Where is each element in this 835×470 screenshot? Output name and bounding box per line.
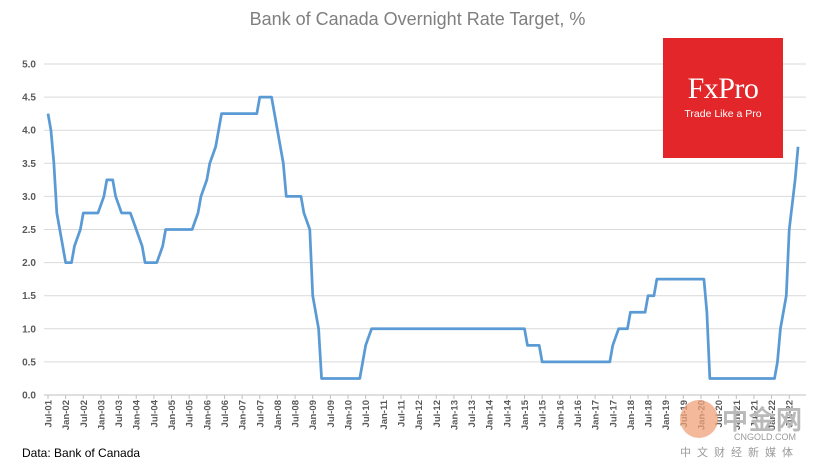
y-tick-label: 3.0 bbox=[22, 192, 36, 203]
x-tick-label: Jul-06 bbox=[220, 400, 231, 427]
watermark-chinese: 中金网 bbox=[722, 406, 804, 436]
x-tick-label: Jul-14 bbox=[502, 399, 513, 427]
rate-series-line bbox=[46, 95, 800, 380]
x-tick-label: Jul-03 bbox=[114, 400, 125, 427]
x-tick-label: Jan-10 bbox=[344, 400, 355, 430]
x-tick-label: Jul-11 bbox=[396, 399, 407, 427]
x-tick-label: Jan-03 bbox=[96, 400, 107, 430]
x-tick-label: Jan-08 bbox=[273, 400, 284, 430]
x-tick-label: Jul-10 bbox=[361, 400, 372, 427]
x-tick-label: Jan-19 bbox=[661, 400, 672, 430]
x-tick-label: Jan-04 bbox=[132, 399, 143, 430]
x-tick-label: Jan-13 bbox=[449, 400, 460, 430]
cngold-watermark: 中金网 CNGOLD.COM 中文财经新媒体 bbox=[672, 398, 832, 468]
x-tick-label: Jul-21 bbox=[749, 399, 760, 427]
watermark-logo-icon bbox=[680, 400, 718, 438]
x-tick-label: Jul-22 bbox=[785, 400, 796, 427]
x-tick-label: Jan-22 bbox=[767, 400, 778, 430]
x-tick-label: Jul-01 bbox=[44, 399, 55, 427]
chart-title: Bank of Canada Overnight Rate Target, % bbox=[249, 9, 586, 29]
y-tick-label: 3.5 bbox=[22, 159, 36, 170]
x-tick-label: Jan-15 bbox=[520, 399, 531, 430]
y-tick-label: 2.0 bbox=[22, 258, 36, 269]
x-tick-label: Jan-21 bbox=[732, 399, 743, 430]
fxpro-logo-tagline: Trade Like a Pro bbox=[684, 108, 762, 120]
x-tick-label: Jul-07 bbox=[255, 400, 266, 427]
x-tick-label: Jan-11 bbox=[379, 399, 390, 429]
x-tick-label: Jul-08 bbox=[291, 400, 302, 427]
x-tick-label: Jul-16 bbox=[573, 400, 584, 427]
x-tick-label: Jul-13 bbox=[467, 400, 478, 427]
x-tick-label: Jul-02 bbox=[79, 400, 90, 427]
x-tick-label: Jan-18 bbox=[626, 400, 637, 430]
x-tick-label: Jul-15 bbox=[538, 399, 549, 427]
fxpro-logo: FxPro Trade Like a Pro bbox=[663, 38, 783, 158]
x-tick-label: Jan-06 bbox=[202, 400, 213, 430]
x-tick-label: Jul-09 bbox=[326, 400, 337, 427]
fxpro-logo-name: FxPro bbox=[687, 72, 759, 105]
y-tick-label: 0.0 bbox=[22, 391, 36, 402]
y-tick-label: 2.5 bbox=[22, 225, 36, 236]
y-tick-label: 1.0 bbox=[22, 324, 36, 335]
series-layer bbox=[46, 95, 800, 380]
y-tick-label: 1.5 bbox=[22, 291, 36, 302]
source-note: Data: Bank of Canada bbox=[22, 446, 141, 460]
x-tick-label: Jan-05 bbox=[167, 399, 178, 430]
x-tick-label: Jul-05 bbox=[185, 399, 196, 427]
x-tick-label: Jul-12 bbox=[432, 400, 443, 427]
y-tick-label: 4.0 bbox=[22, 126, 36, 137]
x-tick-label: Jan-12 bbox=[414, 400, 425, 430]
x-tick-label: Jan-14 bbox=[485, 399, 496, 430]
x-tick-label: Jan-09 bbox=[308, 400, 319, 430]
watermark-subtitle: 中文财经新媒体 bbox=[680, 446, 799, 459]
x-tick-label: Jan-02 bbox=[61, 400, 72, 430]
x-tick-label: Jan-07 bbox=[238, 400, 249, 430]
x-tick-label: Jul-20 bbox=[714, 400, 725, 427]
x-tick-label: Jul-18 bbox=[644, 400, 655, 427]
y-tick-label: 4.5 bbox=[22, 93, 36, 104]
y-tick-label: 0.5 bbox=[22, 357, 36, 368]
y-axis-ticks: 0.0 0.5 1.0 1.5 2.0 2.5 3.0 3.5 4.0 4.5 5.0 bbox=[22, 60, 36, 402]
x-tick-label: Jul-04 bbox=[149, 399, 160, 427]
watermark-url: CNGOLD.COM bbox=[734, 432, 797, 442]
y-tick-label: 5.0 bbox=[22, 60, 36, 71]
x-tick-label: Jan-17 bbox=[591, 400, 602, 430]
x-tick-label: Jan-16 bbox=[555, 400, 566, 430]
x-tick-label: Jul-17 bbox=[608, 400, 619, 427]
